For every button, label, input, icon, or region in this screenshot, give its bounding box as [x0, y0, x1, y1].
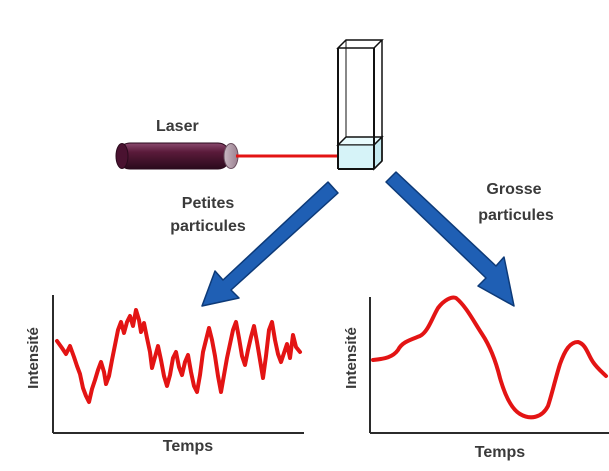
- laser-tube-icon: [115, 142, 239, 170]
- right-x-label: Temps: [475, 444, 525, 461]
- small-particles-label-line1: Petites: [182, 195, 235, 212]
- left-y-label: Intensité: [25, 327, 42, 389]
- large-particles-signal: [371, 295, 608, 420]
- left-x-label: Temps: [163, 438, 213, 455]
- arrow-to-small-particles: [201, 181, 339, 307]
- cuvette-icon: [336, 39, 384, 171]
- arrow-to-large-particles: [385, 171, 515, 307]
- small-particles-signal: [55, 308, 302, 404]
- large-particles-label-line1: Grosse: [486, 181, 541, 198]
- small-particles-label-line2: particules: [170, 218, 246, 235]
- laser-label: Laser: [156, 118, 199, 135]
- large-particles-label-line2: particules: [478, 207, 554, 224]
- right-y-label: Intensité: [343, 327, 360, 389]
- small-particles-plot: Intensité Temps: [25, 295, 304, 455]
- large-particles-plot: Intensité Temps: [343, 295, 609, 461]
